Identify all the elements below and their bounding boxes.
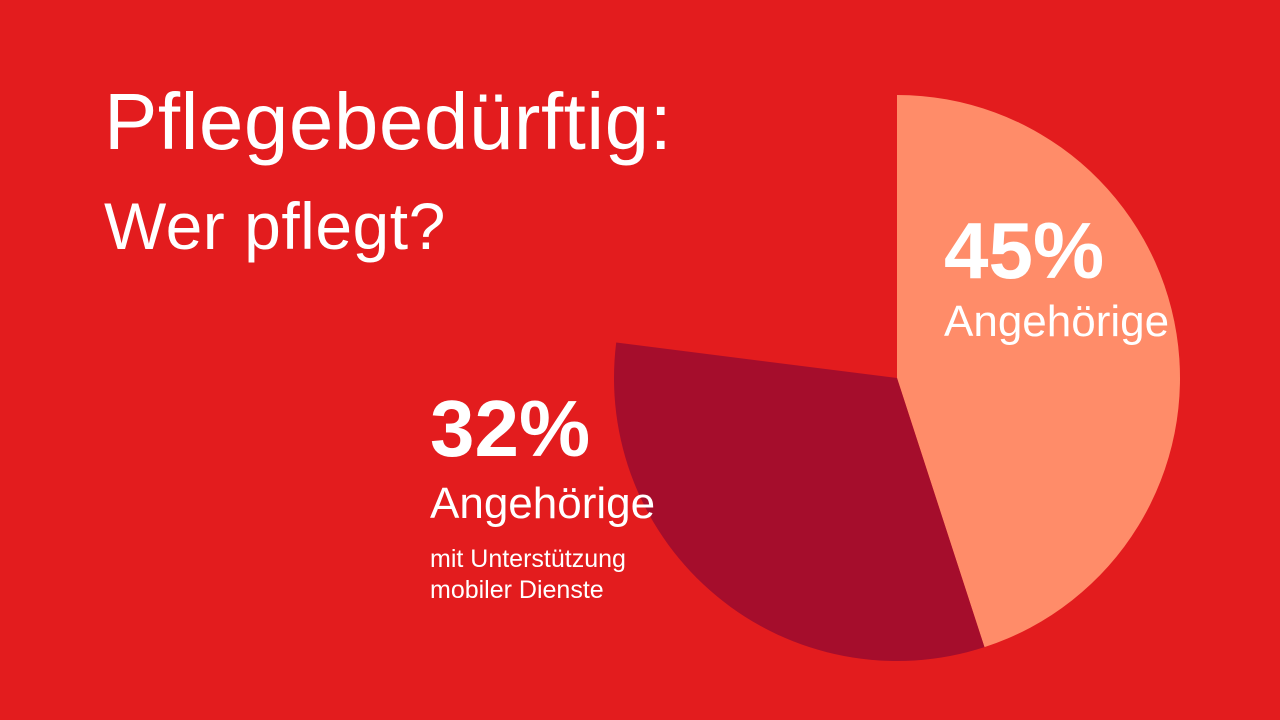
slice-label-family-mobile: 32% Angehörige mit Unterstützung mobiler… (430, 384, 655, 606)
slice-sublabel-line-2: mobiler Dienste (430, 576, 604, 604)
slice-category-family: Angehörige (944, 297, 1170, 346)
slice-category-family-mobile: Angehörige (430, 479, 656, 528)
slice-label-family: 45% Angehörige (944, 206, 1169, 348)
pie-slice-family-mobile (613, 342, 985, 662)
slice-percent-family-mobile: 32% (430, 384, 591, 473)
chart-title-line-2: Wer pflegt? (104, 189, 446, 263)
pie-slice-family (897, 95, 1181, 648)
slice-sublabel-line-1: mit Unterstützung (430, 545, 626, 573)
chart-title-line-1: Pflegebedürftig: (104, 77, 673, 166)
slice-percent-family: 45% (944, 206, 1105, 295)
